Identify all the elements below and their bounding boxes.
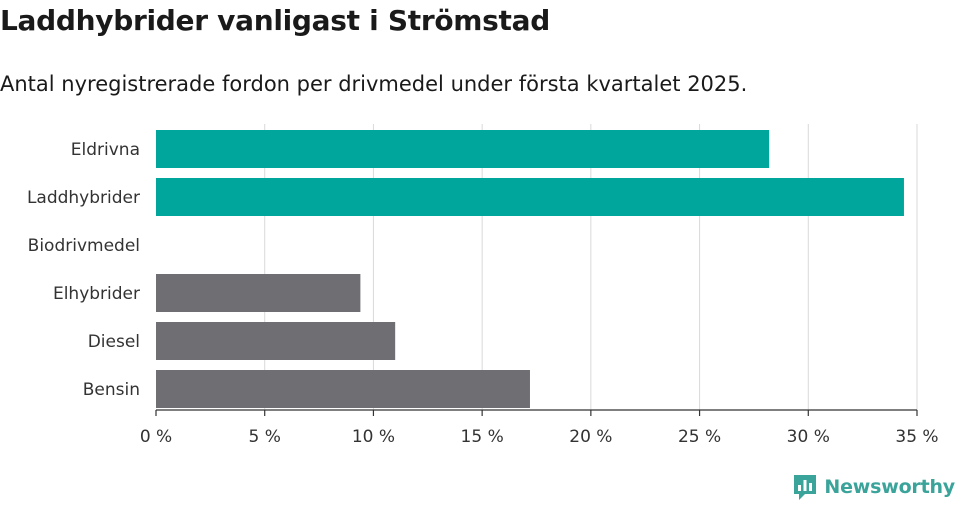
chart-subtitle: Antal nyregistrerade fordon per drivmede… bbox=[0, 72, 748, 96]
brand-name: Newsworthy bbox=[824, 476, 955, 498]
x-tick-label: 35 % bbox=[895, 427, 938, 447]
category-label: Biodrivmedel bbox=[28, 236, 140, 256]
x-tick-label: 0 % bbox=[140, 427, 172, 447]
chart-title: Laddhybrider vanligast i Strömstad bbox=[0, 4, 550, 37]
bar-bensin bbox=[156, 370, 530, 408]
bar-laddhybrider bbox=[156, 178, 904, 216]
category-label: Laddhybrider bbox=[27, 188, 140, 208]
x-tick-label: 15 % bbox=[461, 427, 504, 447]
x-tick-label: 30 % bbox=[787, 427, 830, 447]
bar-elhybrider bbox=[156, 274, 361, 312]
category-label: Eldrivna bbox=[71, 140, 140, 160]
x-tick-label: 25 % bbox=[678, 427, 721, 447]
x-tick-label: 10 % bbox=[352, 427, 395, 447]
bar-diesel bbox=[156, 322, 396, 360]
newsworthy-logo-icon bbox=[794, 475, 817, 500]
x-tick-label: 20 % bbox=[569, 427, 612, 447]
x-tick-label: 5 % bbox=[249, 427, 281, 447]
category-label: Elhybrider bbox=[53, 284, 140, 304]
category-label: Bensin bbox=[83, 380, 140, 400]
bar-eldrivna bbox=[156, 130, 770, 168]
category-label: Diesel bbox=[88, 332, 140, 352]
newsworthy-logo: Newsworthy bbox=[792, 473, 955, 501]
